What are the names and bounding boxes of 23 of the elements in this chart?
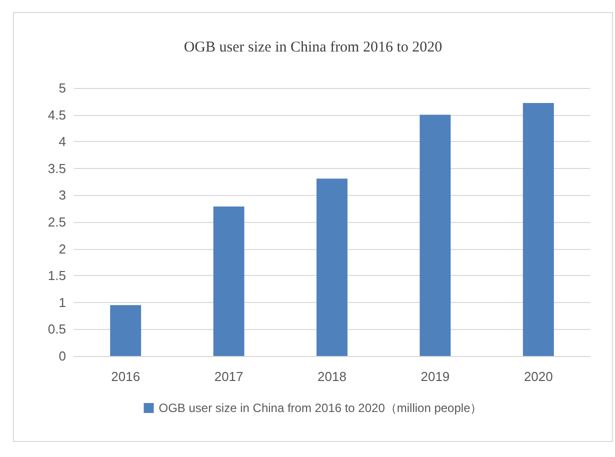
x-tick-label: 2019 (420, 369, 450, 384)
x-tick-label: 2016 (111, 369, 140, 384)
bar (316, 178, 348, 356)
x-tick-label: 2017 (214, 369, 244, 384)
x-tick-label: 2020 (524, 369, 553, 384)
legend-label: OGB user size in China from 2016 to 2020（million people） (158, 401, 482, 415)
y-tick-label: 0.5 (48, 322, 66, 337)
chart-title: OGB user size in China from 2016 to 2020 (184, 40, 442, 56)
y-tick-label: 4 (58, 134, 66, 150)
y-tick-label: 2 (58, 241, 66, 256)
bar (213, 206, 244, 356)
x-tick-label: 2018 (318, 369, 346, 384)
y-tick-label: 1 (58, 294, 66, 310)
y-tick-label: 1.5 (48, 268, 66, 284)
y-tick-label: 2.5 (48, 214, 66, 230)
y-tick-label: 5 (58, 80, 66, 96)
bar (420, 114, 451, 356)
y-tick-label: 0 (58, 348, 66, 364)
y-tick-label: 3 (58, 188, 66, 203)
bar (522, 103, 554, 356)
y-tick-label: 3.5 (48, 160, 66, 176)
y-tick-label: 4.5 (48, 107, 66, 122)
bar (110, 305, 142, 356)
